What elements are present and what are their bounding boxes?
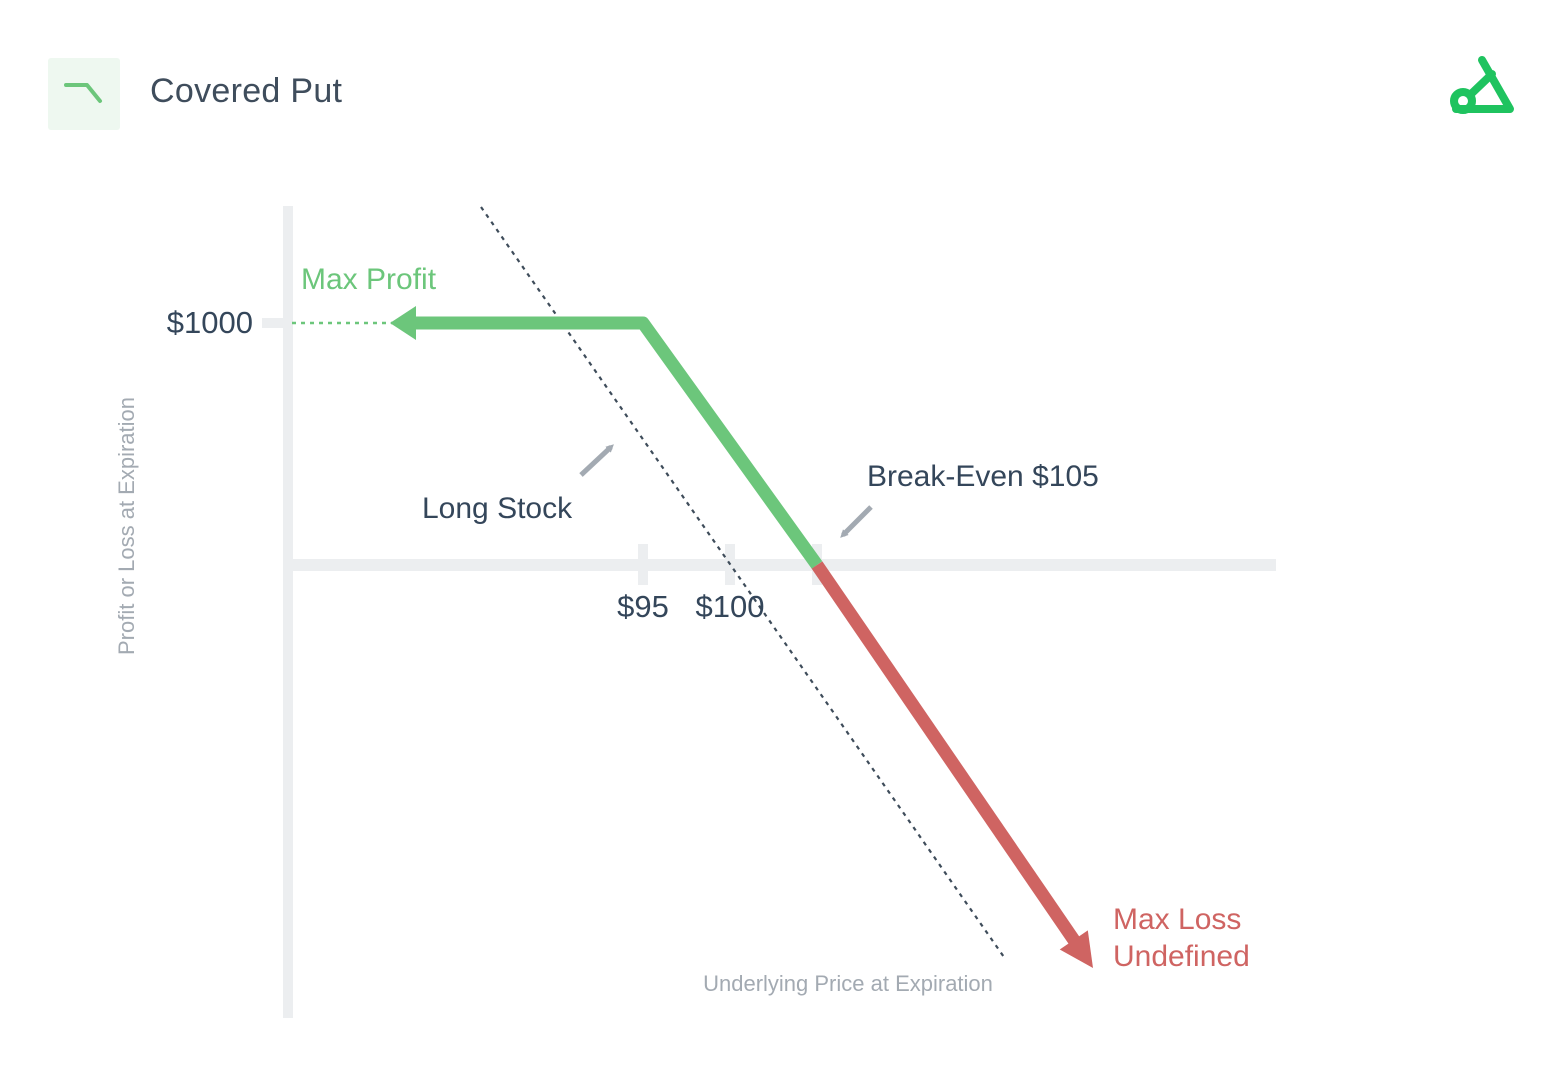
y-tick-label: $1000	[167, 305, 253, 340]
max-profit-label: Max Profit	[301, 263, 437, 296]
long-stock-label: Long Stock	[422, 492, 573, 525]
max-profit-arrowhead	[390, 306, 416, 340]
page-title: Covered Put	[150, 72, 343, 110]
strategy-icon-box	[48, 58, 120, 130]
long-stock-pointer-arrow	[579, 444, 614, 477]
brand-logo-icon	[1450, 56, 1514, 114]
max-loss-undefined-label: Undefined	[1113, 940, 1250, 973]
max-loss-label: Max Loss	[1113, 903, 1241, 936]
x-tick-label: $100	[696, 589, 765, 624]
x-axis-title: Underlying Price at Expiration	[703, 971, 993, 996]
descending-payoff-icon	[64, 83, 102, 103]
break-even-pointer-arrow	[840, 505, 873, 538]
x-tick-label: $95	[617, 589, 669, 624]
y-axis-title: Profit or Loss at Expiration	[114, 397, 139, 655]
loss-segment-line	[811, 561, 1082, 947]
max-loss-arrowhead	[1059, 930, 1093, 968]
break-even-label: Break-Even $105	[867, 460, 1099, 493]
profit-segment-line	[412, 316, 823, 569]
